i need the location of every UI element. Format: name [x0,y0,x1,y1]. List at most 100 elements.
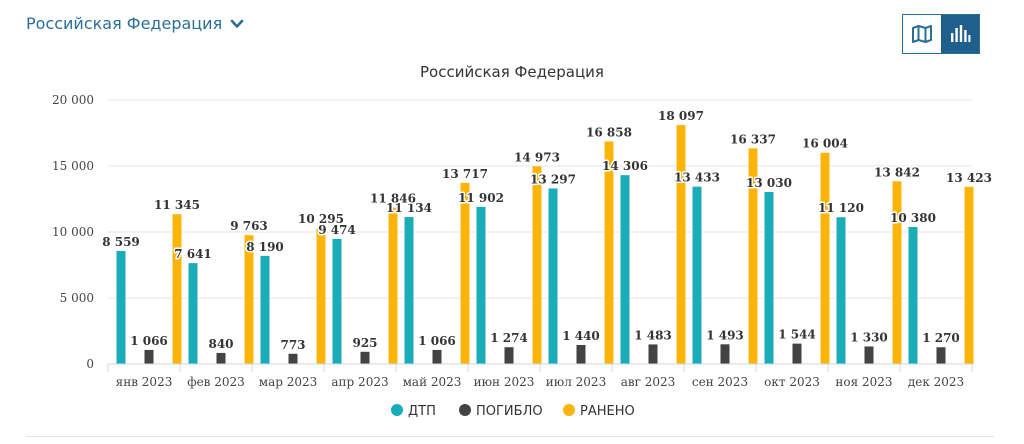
bar-ПОГИБЛО[interactable] [720,344,730,364]
data-label: 13 423 [946,171,992,185]
bar-ДТП[interactable] [620,175,630,364]
data-label: 1 330 [850,330,888,344]
bar-РАНЕНО[interactable] [388,207,398,364]
view-toggle [902,14,980,54]
region-selector[interactable]: Российская Федерация [26,14,244,33]
y-tick-label: 5 000 [60,291,94,305]
chart-container: Российская Федерация 0 5 000 10 000 15 000 2… [0,56,1024,426]
bar-ДТП[interactable] [404,217,414,364]
legend-marker [391,404,403,416]
data-label: 14 306 [602,159,648,173]
data-label: 1 066 [130,334,168,348]
data-label: 7 641 [174,247,212,261]
data-label: 13 433 [674,171,720,185]
region-label: Российская Федерация [26,14,223,33]
y-tick-label: 0 [86,357,94,371]
data-label: 11 902 [458,191,504,205]
bar-РАНЕНО[interactable] [532,166,542,364]
legend[interactable]: ДТП ПОГИБЛО РАНЕНО [391,404,635,419]
x-tick-label: май 2023 [403,375,462,389]
x-tick-label: июл 2023 [546,375,606,389]
x-tick-label: сен 2023 [692,375,748,389]
bars-layer [116,125,974,364]
data-label: 11 846 [370,192,416,206]
bar-ДТП[interactable] [260,255,270,364]
bar-РАНЕНО[interactable] [460,182,470,364]
data-label: 13 717 [442,167,488,181]
bar-ПОГИБЛО[interactable] [936,347,946,364]
bar-ПОГИБЛО[interactable] [360,351,370,364]
bar-ДТП[interactable] [116,251,126,364]
bar-ПОГИБЛО[interactable] [576,344,586,364]
bar-ПОГИБЛО[interactable] [288,353,298,364]
data-label: 10 295 [298,212,344,226]
data-label: 16 004 [802,137,848,151]
bar-ДТП[interactable] [476,206,486,364]
data-label: 840 [208,337,233,351]
legend-item[interactable]: РАНЕНО [563,404,635,419]
data-label: 13 030 [746,176,792,190]
legend-label: ПОГИБЛО [476,404,543,419]
bar-ПОГИБЛО[interactable] [144,349,154,364]
y-tick-label: 20 000 [52,93,94,107]
data-label: 1 483 [634,328,672,342]
data-label: 11 345 [154,198,200,212]
data-label: 773 [280,338,305,352]
bar-РАНЕНО[interactable] [244,235,254,364]
legend-item[interactable]: ДТП [391,404,436,419]
bar-РАНЕНО[interactable] [820,152,830,364]
legend-item[interactable]: ПОГИБЛО [459,404,543,419]
bar-ДТП[interactable] [332,238,342,364]
data-label: 1 440 [562,329,600,343]
bar-РАНЕНО[interactable] [892,181,902,364]
x-tick-label: фев 2023 [187,375,245,389]
bar-ДТП[interactable] [908,226,918,364]
data-label: 1 274 [490,331,528,345]
x-tick-label: дек 2023 [908,375,964,389]
bar-ПОГИБЛО[interactable] [504,347,514,364]
data-label: 10 380 [890,211,936,225]
bar-ДТП[interactable] [764,192,774,364]
bar-ДТП[interactable] [692,186,702,364]
bottom-divider [26,436,994,437]
bar-ПОГИБЛО[interactable] [792,343,802,364]
data-label: 1 270 [922,331,960,345]
bar-chart-icon [951,25,971,42]
bar-РАНЕНО[interactable] [172,214,182,364]
bar-РАНЕНО[interactable] [676,125,686,364]
x-tick-label: июн 2023 [474,375,535,389]
bar-ДТП[interactable] [188,263,198,364]
x-tick-label: янв 2023 [116,375,173,389]
bar-ДТП[interactable] [836,217,846,364]
data-label: 13 297 [530,172,576,186]
bar-ПОГИБЛО[interactable] [432,349,442,364]
x-axis-layer: янв 2023 фев 2023 мар 2023 апр 2023 май 2023… [107,363,973,389]
data-labels-layer: 8 559 7 641 8 190 9 474 11 134 11 902 13 297 14… [101,108,994,354]
chart-view-button[interactable] [941,15,979,53]
bar-РАНЕНО[interactable] [316,228,326,364]
data-label: 16 858 [586,125,632,139]
data-label: 13 842 [874,165,920,179]
x-tick-label: мар 2023 [259,375,318,389]
bar-РАНЕНО[interactable] [604,141,614,364]
y-tick-label: 15 000 [52,159,94,173]
legend-marker [563,404,575,416]
data-label: 11 120 [818,201,864,215]
data-label: 18 097 [658,109,704,123]
data-label: 11 134 [386,201,432,215]
data-label: 1 544 [778,328,816,342]
data-label: 8 559 [102,235,140,249]
bar-ПОГИБЛО[interactable] [216,352,226,364]
map-icon [912,25,932,43]
bar-ДТП[interactable] [548,188,558,364]
map-view-button[interactable] [903,15,941,53]
chevron-down-icon [230,19,244,28]
bar-РАНЕНО[interactable] [748,148,758,364]
x-tick-label: авг 2023 [621,375,676,389]
bar-РАНЕНО[interactable] [964,186,974,364]
chart-title: Российская Федерация [420,63,604,81]
x-tick-label: ноя 2023 [835,375,892,389]
data-label: 16 337 [730,132,776,146]
bar-ПОГИБЛО[interactable] [648,344,658,364]
bar-ПОГИБЛО[interactable] [864,346,874,364]
